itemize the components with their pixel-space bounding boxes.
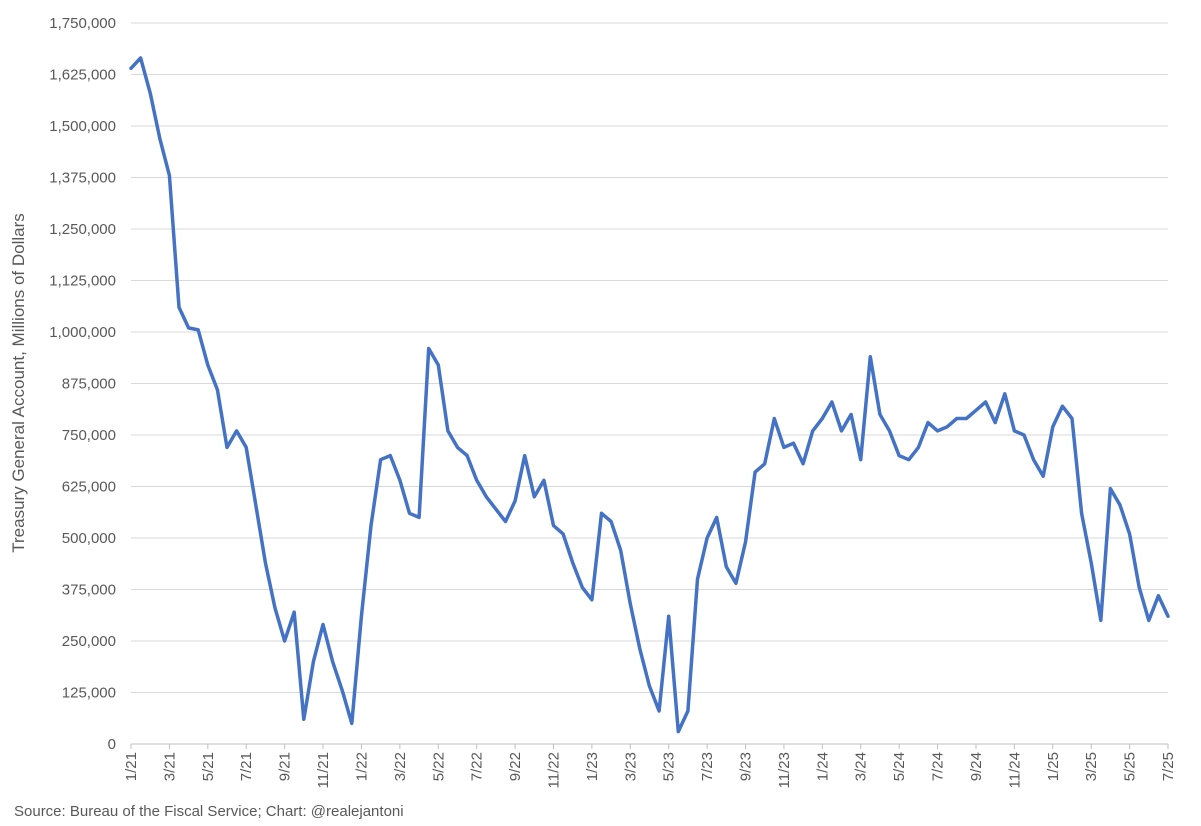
gridlines bbox=[131, 22, 1168, 693]
x-tick-label: 3/24 bbox=[853, 752, 870, 781]
y-tick-label: 1,500,000 bbox=[49, 118, 116, 135]
x-tick-label: 7/25 bbox=[1160, 752, 1177, 781]
y-tick-label: 1,000,000 bbox=[49, 324, 116, 341]
x-tick-label: 11/21 bbox=[315, 752, 332, 788]
y-tick-label: 1,750,000 bbox=[49, 15, 116, 32]
x-tick-label: 9/21 bbox=[277, 752, 294, 781]
y-tick-label: 750,000 bbox=[62, 427, 116, 444]
x-tick-label: 1/23 bbox=[584, 752, 601, 781]
x-tick-label: 1/24 bbox=[814, 752, 831, 781]
x-tick-label: 3/22 bbox=[392, 752, 409, 781]
x-tick-label: 5/25 bbox=[1122, 752, 1139, 781]
x-tick-label: 5/23 bbox=[661, 752, 678, 781]
x-tick-label: 1/21 bbox=[123, 752, 140, 781]
x-tick-label: 11/23 bbox=[776, 752, 793, 788]
y-tick-label: 375,000 bbox=[62, 582, 116, 599]
x-tick-label: 3/25 bbox=[1083, 752, 1100, 781]
series-line bbox=[129, 56, 1170, 734]
x-tick-label: 5/21 bbox=[200, 752, 217, 781]
y-tick-label: 500,000 bbox=[62, 530, 116, 547]
y-tick-label: 250,000 bbox=[62, 633, 116, 650]
series-group bbox=[129, 56, 1170, 734]
x-axis-tick-labels: 1/21 3/21 5/21 7/21 9/21 11/21 1/22 3/22 5/22 7/2… bbox=[123, 744, 1177, 788]
x-tick-label: 9/24 bbox=[968, 752, 985, 781]
x-tick-label: 7/24 bbox=[930, 752, 947, 781]
x-tick-label: 11/22 bbox=[545, 752, 562, 788]
x-tick-label: 3/23 bbox=[622, 752, 639, 781]
y-tick-label: 1,250,000 bbox=[49, 221, 116, 238]
y-axis-title: Treasury General Account, Millions of Do… bbox=[9, 213, 28, 553]
x-tick-label: 3/21 bbox=[161, 752, 178, 781]
x-tick-label: 1/22 bbox=[353, 752, 370, 781]
x-tick-label: 9/22 bbox=[507, 752, 524, 781]
x-tick-label: 7/22 bbox=[469, 752, 486, 781]
x-tick-label: 1/25 bbox=[1045, 752, 1062, 781]
y-tick-label: 125,000 bbox=[62, 685, 116, 702]
x-tick-label: 11/24 bbox=[1006, 752, 1023, 788]
x-tick-label: 5/24 bbox=[891, 752, 908, 781]
y-tick-label: 875,000 bbox=[62, 376, 116, 393]
source-caption: Source: Bureau of the Fiscal Service; Ch… bbox=[14, 803, 404, 820]
y-tick-label: 0 bbox=[108, 736, 116, 753]
x-tick-label: 7/23 bbox=[699, 752, 716, 781]
y-tick-label: 1,375,000 bbox=[49, 170, 116, 187]
y-axis-tick-labels: 0 125,000 250,000 375,000 500,000 625,000 750,… bbox=[49, 15, 116, 753]
x-tick-label: 7/21 bbox=[238, 752, 255, 781]
x-tick-label: 5/22 bbox=[430, 752, 447, 781]
y-tick-label: 625,000 bbox=[62, 479, 116, 496]
y-tick-label: 1,125,000 bbox=[49, 273, 116, 290]
y-tick-label: 1,625,000 bbox=[49, 67, 116, 84]
x-tick-label: 9/23 bbox=[738, 752, 755, 781]
